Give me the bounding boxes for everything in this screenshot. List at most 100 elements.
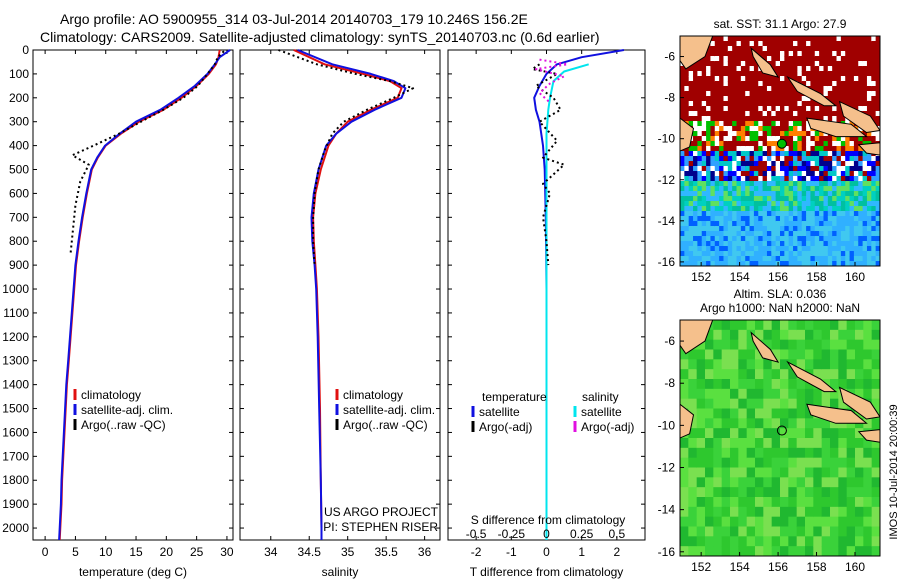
float-marker <box>776 425 787 436</box>
field-cell <box>680 536 689 547</box>
field-cell <box>866 66 872 72</box>
field-cell <box>758 191 764 197</box>
field-cell <box>727 256 733 262</box>
field-cell <box>714 196 720 202</box>
field-cell <box>706 81 712 87</box>
field-cell <box>862 246 868 252</box>
field-cell <box>714 111 720 117</box>
field-cell <box>696 398 706 410</box>
field-cell <box>749 116 755 122</box>
field-cell <box>693 241 698 247</box>
field-cell <box>846 487 856 498</box>
field-cell <box>858 226 864 232</box>
field-cell <box>680 101 685 107</box>
field-cell <box>788 171 794 177</box>
field-cell <box>827 61 833 67</box>
field-cell <box>788 111 794 117</box>
field-cell <box>871 497 880 508</box>
field-cell <box>788 156 794 162</box>
field-cell <box>758 141 764 147</box>
field-cell <box>780 506 789 518</box>
field-cell <box>827 246 833 252</box>
field-cell <box>696 359 706 370</box>
field-cell <box>680 216 685 222</box>
field-cell <box>806 126 812 132</box>
field-cell <box>788 71 794 77</box>
field-cell <box>684 101 690 107</box>
field-cell <box>688 146 694 152</box>
field-cell <box>862 156 868 162</box>
field-cell <box>858 246 864 252</box>
field-cell <box>710 136 716 142</box>
field-cell <box>810 66 816 72</box>
field-cell <box>766 206 772 212</box>
field-cell <box>771 141 777 147</box>
field-cell <box>701 91 707 97</box>
field-cell <box>866 156 872 162</box>
field-cell <box>853 236 859 242</box>
field-cell <box>713 398 723 410</box>
field-cell <box>788 497 798 508</box>
field-cell <box>784 41 790 47</box>
field-cell <box>788 236 794 242</box>
field-cell <box>727 131 733 137</box>
field-cell <box>793 251 798 257</box>
field-cell <box>723 61 729 67</box>
field-cell <box>780 221 785 227</box>
field-cell <box>719 101 725 107</box>
field-cell <box>862 181 868 187</box>
field-cell <box>858 191 864 197</box>
field-cell <box>719 116 725 122</box>
field-cell <box>846 438 856 449</box>
field-cell <box>758 186 764 192</box>
field-cell <box>746 388 756 400</box>
field-cell <box>827 226 833 232</box>
field-cell <box>710 81 716 87</box>
field-cell <box>696 349 706 360</box>
field-cell <box>736 251 742 257</box>
field-cell <box>697 251 703 257</box>
field-cell <box>832 156 838 162</box>
field-cell <box>723 236 729 242</box>
series-line-satellite-adj-clim- <box>297 49 407 540</box>
field-cell <box>858 41 864 47</box>
field-cell <box>823 191 829 197</box>
field-cell <box>763 379 773 390</box>
field-cell <box>684 156 690 162</box>
field-cell <box>801 116 807 122</box>
field-cell <box>832 246 838 252</box>
field-cell <box>780 388 789 400</box>
field-cell <box>680 111 685 117</box>
field-cell <box>758 116 764 122</box>
field-cell <box>723 101 729 107</box>
field-cell <box>788 526 798 537</box>
field-cell <box>753 106 759 112</box>
field-cell <box>688 66 694 72</box>
field-cell <box>719 46 725 52</box>
field-cell <box>788 516 798 528</box>
field-cell <box>746 408 756 419</box>
field-cell <box>863 379 873 390</box>
field-cell <box>727 121 733 127</box>
land-polygon <box>680 117 695 152</box>
field-cell <box>819 131 825 137</box>
field-cell <box>862 106 868 112</box>
field-cell <box>862 231 868 237</box>
field-cell <box>813 339 823 351</box>
field-cell <box>788 536 798 547</box>
field-cell <box>680 447 689 459</box>
field-cell <box>705 339 714 351</box>
field-cell <box>738 477 748 488</box>
field-cell <box>827 166 833 172</box>
field-cell <box>688 111 694 117</box>
field-cell <box>680 96 685 102</box>
field-cell <box>732 181 738 187</box>
field-cell <box>875 161 880 167</box>
field-cell <box>780 36 785 42</box>
field-cell <box>853 86 859 92</box>
field-cell <box>871 256 877 262</box>
field-cell <box>688 236 694 242</box>
field-cell <box>780 211 785 217</box>
field-cell <box>706 231 712 237</box>
field-cell <box>853 211 859 217</box>
